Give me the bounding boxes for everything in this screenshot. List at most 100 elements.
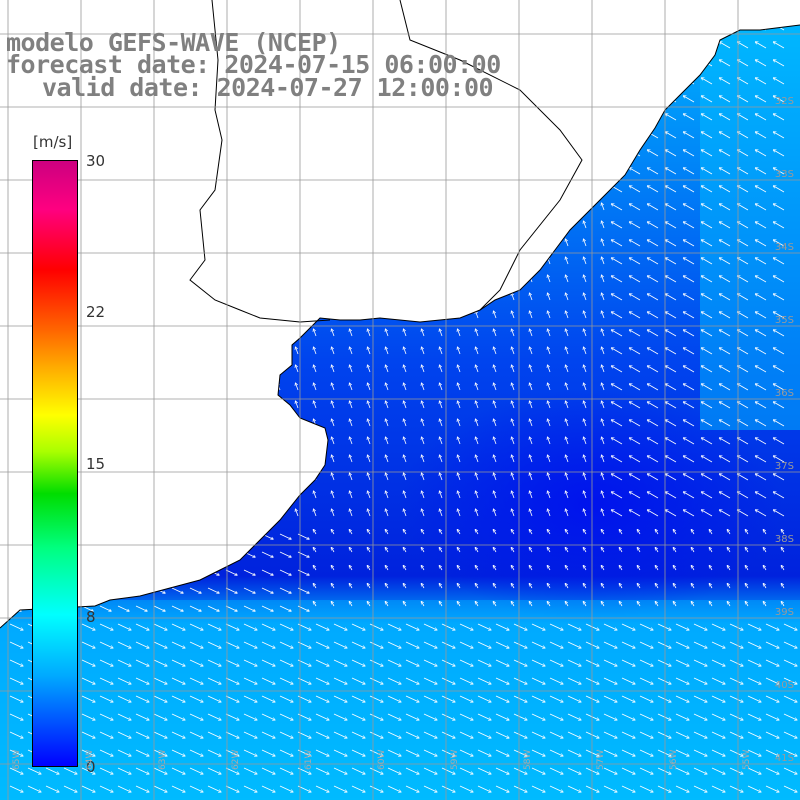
wind-arrow [333, 641, 347, 648]
wind-arrow [720, 258, 731, 265]
wind-arrow [774, 510, 785, 517]
wind-arrow [774, 384, 785, 391]
wind-arrow [720, 132, 731, 139]
wind-arrow [612, 384, 623, 391]
wind-arrow [612, 492, 623, 499]
wind-arrow [630, 276, 641, 283]
wind-arrow [261, 641, 275, 648]
wind-arrow [369, 623, 383, 630]
wind-arrow [476, 437, 479, 445]
wind-arrow [630, 204, 641, 211]
latitude-label: 40S [774, 680, 794, 691]
wind-arrow [458, 584, 461, 589]
wind-arrow [584, 473, 587, 481]
wind-arrow [728, 566, 731, 571]
wind-arrow [350, 530, 353, 535]
wind-arrow [440, 491, 443, 499]
wind-arrow [423, 641, 437, 648]
wind-arrow [548, 311, 551, 319]
longitude-label: 57W [596, 749, 606, 770]
wind-arrow [620, 530, 623, 535]
wind-arrow [738, 258, 749, 265]
wind-arrow [756, 420, 767, 427]
latitude-label: 35S [774, 315, 794, 326]
wind-arrow [476, 365, 479, 373]
wind-arrow [369, 641, 383, 648]
wind-arrow [720, 294, 731, 301]
wind-arrow [548, 383, 551, 391]
wind-arrow [666, 294, 677, 301]
wind-arrow [530, 473, 533, 481]
wind-arrow [566, 548, 569, 553]
wind-arrow [774, 78, 785, 85]
wind-arrow [620, 548, 623, 553]
longitude-label: 55W [742, 749, 752, 770]
wind-arrow [225, 569, 237, 575]
wind-arrow [648, 258, 659, 265]
wind-arrow [494, 530, 497, 535]
wind-arrow [171, 641, 185, 648]
wind-arrow [117, 605, 129, 611]
wind-arrow [368, 455, 371, 463]
wind-arrow [458, 419, 461, 427]
wind-arrow [530, 311, 533, 319]
wind-arrow [476, 347, 479, 355]
wind-arrow [458, 347, 461, 355]
wind-arrow [386, 455, 389, 463]
wind-arrow [548, 473, 551, 481]
longitude-label: 60W [377, 749, 387, 770]
wind-arrow [458, 455, 461, 463]
wind-arrow [530, 365, 533, 373]
wind-arrow [738, 438, 749, 445]
wind-arrow [333, 623, 347, 630]
longitude-label: 64W [85, 749, 95, 770]
wind-arrow [440, 455, 443, 463]
wind-arrow [315, 623, 329, 630]
wind-arrow [332, 329, 335, 337]
wind-arrow [666, 438, 677, 445]
wind-arrow [584, 530, 587, 535]
wind-arrow [738, 114, 749, 121]
wind-arrow [764, 548, 767, 553]
wind-arrow [720, 78, 731, 85]
wind-arrow [440, 437, 443, 445]
wind-arrow [530, 602, 533, 607]
wind-arrow [476, 602, 479, 607]
wind-arrow [648, 456, 659, 463]
wind-arrow [332, 491, 335, 499]
wind-arrow [99, 641, 113, 648]
wind-arrow [602, 419, 605, 427]
wind-arrow [548, 602, 551, 607]
wind-arrow [350, 419, 353, 427]
wind-arrow [386, 509, 389, 517]
wind-arrow [648, 474, 659, 481]
wind-arrow [648, 366, 659, 373]
wind-arrow [756, 132, 767, 139]
wind-arrow [566, 239, 569, 247]
wind-arrow [512, 602, 515, 607]
wind-arrow [422, 365, 425, 373]
wind-arrow [612, 204, 623, 211]
latitude-label: 34S [774, 242, 794, 253]
wind-arrow [566, 491, 569, 499]
wind-arrow [630, 474, 641, 481]
wind-arrow [332, 455, 335, 463]
wind-arrow [386, 473, 389, 481]
wind-arrow [666, 348, 677, 355]
wind-arrow [630, 456, 641, 463]
wind-arrow [512, 530, 515, 535]
wind-arrow [440, 347, 443, 355]
wind-arrow [314, 491, 317, 499]
wind-arrow [422, 491, 425, 499]
wind-arrow [666, 420, 677, 427]
wind-arrow [387, 623, 401, 630]
wind-arrow [440, 602, 443, 607]
wind-arrow [458, 548, 461, 553]
wind-arrow [684, 384, 695, 391]
wind-arrow [386, 530, 389, 535]
latitude-label: 32S [774, 96, 794, 107]
wind-arrow [314, 584, 317, 589]
wind-arrow [702, 510, 713, 517]
wind-arrow [368, 473, 371, 481]
